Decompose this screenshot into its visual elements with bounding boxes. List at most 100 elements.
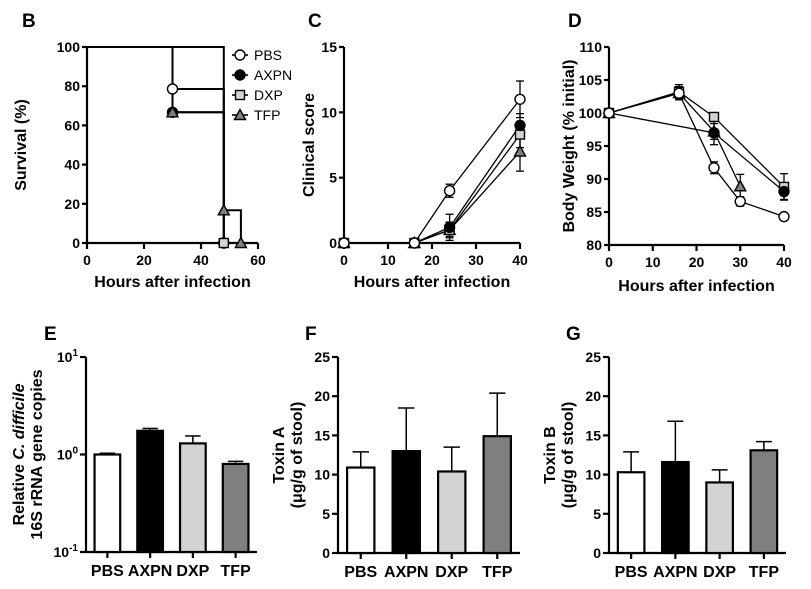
data-point-pbs [603, 107, 615, 119]
bar [705, 481, 734, 555]
series-line [608, 112, 785, 193]
x-tick-label: TFP [482, 564, 513, 581]
series-pbs [87, 46, 225, 243]
x-tick-label: DXP [703, 564, 736, 581]
y-tick-label: 5 [593, 506, 601, 522]
bar [482, 435, 513, 555]
y-tick-label: 95 [586, 138, 602, 154]
bar-tfp [482, 392, 513, 555]
x-tick-label: 20 [689, 254, 705, 270]
x-tick-label: 40 [193, 252, 209, 268]
data-point-dxp [218, 237, 230, 249]
x-tick-label: 20 [136, 252, 152, 268]
legend: PBS AXPN DXP TFP [232, 47, 292, 123]
x-tick-label: PBS [91, 563, 124, 580]
survival-line [87, 46, 225, 243]
tick-exponent: 0 [72, 446, 78, 457]
data-point-tfp [513, 144, 527, 157]
y-tick-label: 0 [593, 545, 601, 561]
series-axpn [87, 46, 225, 243]
bar [749, 449, 779, 555]
y-tick-label: 20 [314, 388, 330, 404]
bar-dxp [705, 469, 734, 555]
data-point-tfp [217, 203, 231, 216]
bar-axpn [391, 407, 422, 555]
data-point-pbs [514, 93, 526, 105]
tick-base: 10 [57, 349, 73, 365]
series-dxp [344, 120, 524, 244]
y-tick-label: 20 [64, 196, 80, 212]
bar [616, 471, 646, 555]
x-tick-label: DXP [176, 563, 209, 580]
y-axis-label: Clinical score [301, 93, 318, 197]
data-point-axpn [778, 185, 790, 198]
series-pbs [344, 80, 524, 244]
panel-g: G 0 5 10 15 20 25 PBS AXPN DXP TFP Toxin B (μg/g of … [542, 324, 786, 581]
x-tick-label: 20 [424, 252, 440, 268]
legend-label-axpn: AXPN [254, 67, 292, 83]
series-dxp [87, 46, 225, 243]
y-tick-label: 10 [314, 467, 330, 483]
tick-base: 10 [54, 544, 70, 560]
x-tick-label: TFP [221, 563, 252, 580]
bar [391, 449, 422, 555]
x-tick-label: 30 [468, 252, 484, 268]
legend-marker-tfp [233, 108, 247, 121]
legend-marker-axpn [234, 69, 246, 81]
series-tfp [344, 131, 524, 244]
x-tick-label: 10 [645, 254, 661, 270]
survival-line [87, 46, 225, 243]
x-axis-label: Hours after infection [618, 278, 774, 295]
y-tick-label: 5 [329, 170, 337, 186]
y-tick-label: 0 [322, 545, 330, 561]
x-tick-label: PBS [344, 564, 377, 581]
bar-axpn [136, 427, 165, 554]
bar-tfp [749, 440, 779, 555]
y-tick-label: 80 [64, 78, 80, 94]
y-tick-label: 110 [579, 39, 602, 55]
data-point-pbs [166, 83, 179, 95]
legend-label-dxp: DXP [254, 87, 283, 103]
series-axpn [344, 112, 524, 244]
panel-label: D [568, 11, 582, 32]
y-axis-label-line2: 16S rRNA gene copies [29, 369, 46, 539]
x-tick-label: AXPN [384, 564, 428, 581]
y-tick-label: 100 [579, 105, 603, 121]
tick-exponent: 1 [72, 348, 78, 359]
x-tick-label: 30 [732, 254, 748, 270]
bar-pbs [93, 452, 122, 554]
x-tick-label: 60 [250, 252, 266, 268]
y-tick-label: 60 [64, 117, 80, 133]
y-tick-label: 25 [585, 349, 601, 365]
survival-line [87, 46, 242, 243]
bar [346, 466, 376, 555]
y-label-species: C. difficile [11, 383, 28, 459]
bar-dxp [437, 446, 467, 555]
x-axis-label: Hours after infection [94, 274, 250, 291]
y-label-part: Relative [11, 460, 28, 526]
x-tick-label: AXPN [128, 563, 172, 580]
y-tick-label: 10-1 [54, 543, 79, 560]
panel-label: B [22, 11, 36, 32]
y-axis-label: Relative C. difficile [11, 383, 28, 525]
bar [178, 442, 207, 554]
y-tick-label: 15 [314, 427, 330, 443]
y-tick-label: 80 [586, 237, 602, 253]
y-tick-label: 100 [57, 446, 79, 463]
data-point-dxp [514, 129, 526, 140]
y-tick-label: 5 [322, 506, 330, 522]
bar-tfp [221, 460, 250, 554]
x-tick-label: 0 [83, 252, 91, 268]
y-tick-label: 100 [57, 39, 81, 55]
y-axis-label: Toxin A [271, 426, 288, 483]
legend-marker-pbs [234, 49, 246, 61]
data-point-pbs [408, 237, 421, 249]
x-tick-label: TFP [749, 564, 780, 581]
y-axis-label: Survival (%) [13, 99, 30, 191]
tick-base: 10 [57, 447, 73, 463]
y-tick-label: 40 [64, 157, 80, 173]
data-point-pbs [673, 87, 685, 99]
